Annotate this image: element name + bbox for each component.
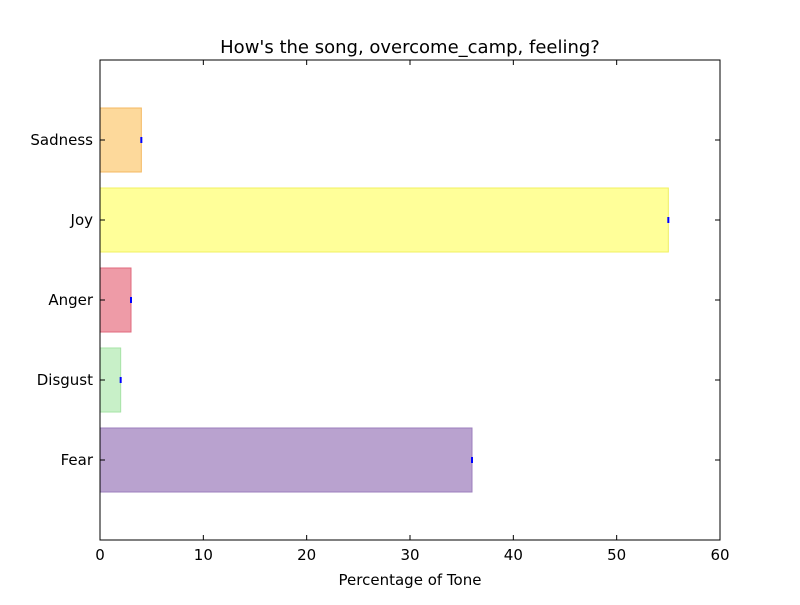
bar-anger (99, 267, 132, 333)
y-tick-label-fear: Fear (61, 451, 94, 469)
x-axis-ticks: 0 10 20 30 40 50 60 (95, 60, 730, 564)
x-tick-label: 50 (607, 546, 626, 564)
x-tick-label: 0 (95, 546, 105, 564)
bars-group (99, 107, 670, 493)
x-tick-label: 20 (297, 546, 316, 564)
x-axis-label: Percentage of Tone (339, 571, 482, 589)
x-tick-label: 30 (400, 546, 419, 564)
y-axis-ticks: Fear Disgust Anger Joy Sadness (30, 131, 720, 469)
x-tick-label: 40 (504, 546, 523, 564)
y-tick-label-joy: Joy (70, 211, 94, 229)
bar-sadness (99, 107, 142, 173)
y-tick-label-disgust: Disgust (37, 371, 93, 389)
y-tick-label-sadness: Sadness (30, 131, 93, 149)
y-tick-label-anger: Anger (48, 291, 94, 309)
bar-fear (99, 427, 473, 493)
x-tick-label: 10 (194, 546, 213, 564)
x-tick-label: 60 (710, 546, 729, 564)
bar-joy (99, 187, 669, 253)
chart-title: How's the song, overcome_camp, feeling? (220, 37, 600, 58)
